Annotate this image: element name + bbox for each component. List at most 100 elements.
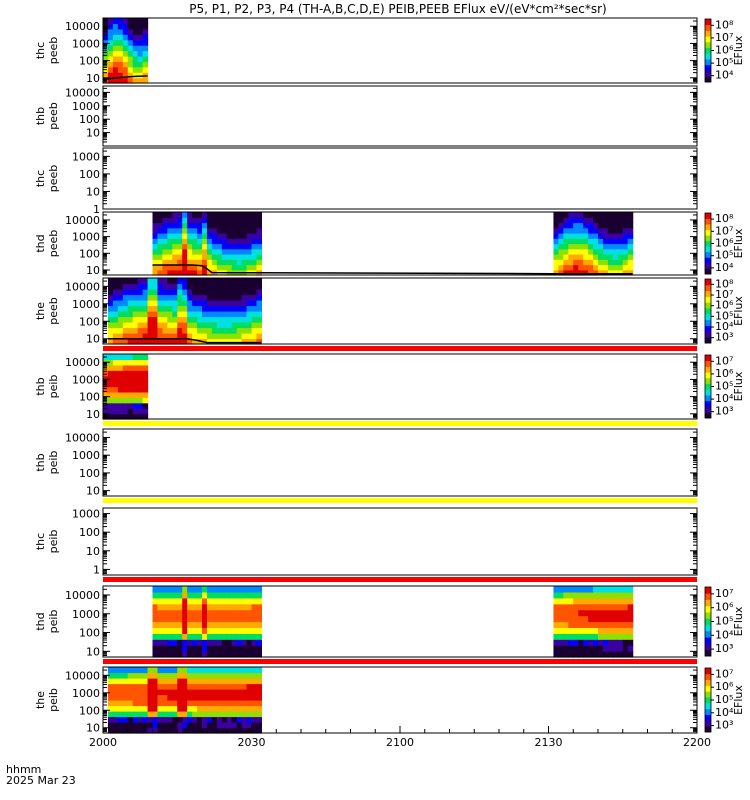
spectrogram-cell [627, 243, 634, 250]
spectrogram-cell [107, 364, 114, 371]
spectrogram-cell [251, 586, 258, 593]
spectrogram-cell [162, 722, 168, 729]
spectrogram-cell [132, 667, 139, 674]
spectrogram-cell [137, 34, 144, 41]
spectrogram-cell [132, 305, 139, 312]
spectrogram-cell [162, 248, 168, 255]
spectrogram-cell [206, 678, 213, 685]
spectrogram-cell [122, 327, 129, 334]
spectrogram-cell [117, 45, 124, 52]
spectrogram-cell [231, 254, 238, 260]
spectrogram-cell [162, 689, 168, 696]
spectrogram-cell [226, 727, 233, 734]
spectrogram-cell [563, 615, 569, 623]
y-tick-label: 1000 [72, 449, 100, 462]
spectrogram-cell [127, 413, 134, 420]
spectrogram-cell [236, 227, 243, 234]
spectrogram-cell [231, 667, 238, 674]
spectrogram-cell [236, 603, 243, 611]
spectrogram-cell [122, 77, 129, 84]
spectrogram-cell [107, 322, 114, 329]
spectrogram-cell [236, 694, 243, 701]
spectrogram-cell [221, 683, 228, 690]
spectrogram-cell [182, 591, 188, 599]
spectrogram-cell [256, 212, 262, 218]
spectrogram-cell [256, 311, 262, 318]
spectrogram-cell [197, 248, 203, 255]
spectrogram-cell [558, 591, 564, 599]
spectrogram-cell [142, 55, 149, 62]
spectrogram-cell [187, 727, 193, 734]
spectrogram-cell [612, 269, 619, 276]
spectrogram-cell [137, 386, 144, 393]
spectrogram-cell [241, 700, 248, 707]
spectrogram-cell [167, 327, 173, 334]
spectrogram-cell [112, 722, 119, 729]
spectrogram-cell [246, 333, 253, 340]
spectrogram-cell [177, 711, 183, 718]
colorbar-label: EFlux [732, 35, 745, 65]
colorbar-label: EFlux [732, 685, 745, 715]
spectrogram-cell [117, 294, 124, 301]
potential-line [108, 337, 262, 344]
spectrogram-cell [137, 338, 144, 345]
spectrogram-cell [226, 338, 233, 345]
spectrogram-cell [197, 621, 203, 629]
spectrogram-cell [563, 603, 569, 611]
spectrogram-cell [593, 603, 599, 611]
spectrogram-cell [127, 711, 134, 718]
spectrogram-cell [177, 633, 183, 640]
spectrogram-cell [226, 233, 233, 239]
spectrogram-cell [622, 651, 629, 658]
spectrogram-cell [117, 289, 124, 296]
spectrogram-cell [202, 212, 208, 218]
spectrogram-cell [578, 254, 584, 260]
spectrogram-cell [226, 716, 233, 723]
spectrogram-cell [202, 217, 208, 224]
spectrogram-cell [132, 386, 139, 393]
spectrogram-cell [172, 233, 178, 239]
spectrogram-cell [627, 269, 634, 276]
spectrogram-cell [612, 651, 619, 658]
spectrogram-cell [192, 259, 198, 266]
spectrogram-cell [122, 283, 129, 290]
spectrogram-cell [192, 300, 198, 307]
spectrogram-cell [147, 305, 154, 312]
spectrogram-cell [162, 667, 168, 674]
spectrogram-cell [246, 300, 253, 307]
spectrogram-cell [607, 633, 614, 640]
spectrogram-cell [236, 705, 243, 712]
spectrogram-cell [226, 591, 233, 599]
spectrogram-cell [112, 672, 119, 679]
spectrogram-cell [142, 727, 149, 734]
spectrogram-cell [251, 327, 258, 334]
spectrogram-cell [107, 386, 114, 393]
panel-probe-label: thc [34, 170, 47, 187]
spectrogram-cell [246, 289, 253, 296]
spectrogram-cell [152, 233, 159, 239]
colorbar-swatch [705, 612, 711, 619]
spectrogram-cell [182, 338, 188, 345]
spectrogram-cell [117, 402, 124, 409]
spectrogram-cell [107, 28, 114, 35]
spectrogram-cell [221, 645, 228, 652]
spectrogram-cell [221, 633, 228, 640]
spectrogram-cell [607, 615, 614, 623]
colorbar-swatch [705, 262, 711, 269]
y-tick-label: 10000 [65, 86, 100, 99]
spectrogram-cell [226, 597, 233, 605]
spectrogram-cell [197, 603, 203, 611]
spectrogram-cell [226, 254, 233, 260]
spectrogram-cell [182, 683, 188, 690]
spectrogram-cell [187, 633, 193, 640]
spectrogram-cell [177, 322, 183, 329]
spectrogram-cell [553, 238, 559, 245]
spectrogram-cell [137, 370, 144, 377]
spectrogram-cell [192, 711, 198, 718]
spectrogram-cell [553, 233, 559, 239]
spectrogram-cell [107, 294, 114, 301]
spectrogram-cell [216, 651, 223, 658]
spectrogram-cell [216, 694, 223, 701]
spectrogram-cell [172, 651, 178, 658]
